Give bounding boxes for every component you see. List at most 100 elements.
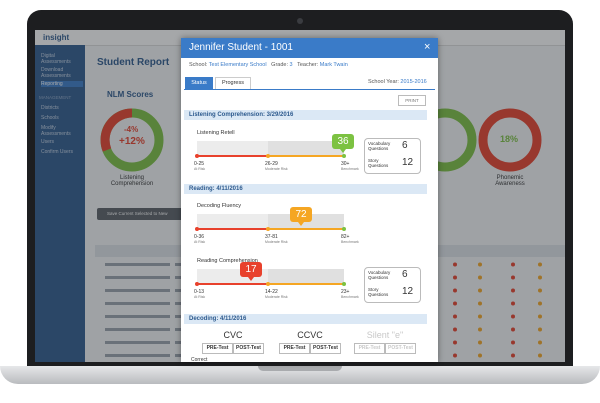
status-dot	[478, 288, 482, 293]
scale-label: At Risk	[194, 240, 206, 244]
column-title: CVC	[223, 330, 243, 340]
scale-line	[197, 228, 268, 230]
button-label: Save Current Selected to New	[107, 211, 168, 216]
button[interactable]	[97, 208, 187, 220]
side-label: Story Questions	[368, 287, 389, 297]
scale-label: Moderate Risk	[265, 167, 288, 171]
nav-item[interactable]: Districts	[41, 105, 59, 111]
scale-line	[197, 283, 268, 285]
scale-line	[268, 155, 344, 157]
status-dot	[478, 327, 482, 332]
measure-name: Reading Comprehension	[197, 258, 258, 264]
status-dot	[511, 340, 515, 345]
laptop-base	[0, 366, 600, 384]
nav-item[interactable]: Confirm Users	[41, 149, 73, 155]
status-dot	[538, 340, 542, 345]
status-dot	[478, 314, 482, 319]
print-button[interactable]: PRINT	[398, 95, 426, 106]
status-dot	[511, 353, 515, 358]
scale-dot	[266, 154, 270, 158]
subcolumn: POST-Test	[310, 343, 341, 354]
status-dot	[538, 288, 542, 293]
row-text	[105, 341, 135, 344]
label: School:	[189, 62, 208, 68]
measure-name: Listening Retell	[197, 130, 235, 136]
measure-name: Decoding Fluency	[197, 203, 242, 209]
scale-range: 23+	[341, 289, 350, 295]
logo: insight	[43, 33, 70, 42]
row-text	[135, 315, 170, 318]
status-dot	[453, 340, 457, 345]
score-bubble: 72	[290, 207, 312, 222]
gauge-label: Listening Comprehension	[110, 175, 154, 187]
subcolumn: POST-Test	[233, 343, 264, 354]
score-pointer	[298, 222, 304, 226]
row-text	[105, 263, 135, 266]
status-dot	[511, 275, 515, 280]
row-text	[105, 354, 135, 357]
subcolumn: PRE-Test	[354, 343, 385, 354]
scale-line	[197, 155, 268, 157]
side-value: 12	[402, 286, 414, 297]
nav-item[interactable]: Digital Assessments	[41, 53, 71, 65]
teacher: Mark Twain	[319, 62, 348, 68]
modal-header	[181, 38, 438, 58]
score-pointer	[248, 277, 254, 281]
row-text	[135, 276, 170, 279]
subcolumn: PRE-Test	[202, 343, 233, 354]
grade: 3	[289, 62, 293, 68]
scale-label: Moderate Risk	[265, 295, 288, 299]
tab[interactable]: Status	[185, 77, 213, 89]
scale-dot	[266, 282, 270, 286]
scale-range: 14-22	[265, 289, 278, 295]
section-title: NLM Scores	[107, 90, 154, 99]
row-text	[105, 276, 135, 279]
status-dot	[538, 301, 542, 306]
subcolumn: POST-Test	[385, 343, 416, 354]
nav-item[interactable]: Reporting	[41, 81, 83, 87]
row-text	[105, 302, 135, 305]
scale-line	[268, 228, 344, 230]
row-text	[135, 302, 170, 305]
status-dot	[453, 314, 457, 319]
scale-label: At Risk	[194, 167, 206, 171]
status-dot	[511, 314, 515, 319]
gauge-label: Phonemic Awareness	[495, 175, 525, 187]
scale-dot	[342, 282, 346, 286]
gauge-value: -4%	[124, 125, 139, 134]
status-dot	[478, 301, 482, 306]
status-dot	[453, 327, 457, 332]
scale-range: 0-36	[194, 234, 205, 240]
gauge-value: +12%	[119, 136, 145, 147]
tab[interactable]: Progress	[215, 77, 251, 89]
scale-range: 30+	[341, 161, 350, 167]
status-dot	[511, 301, 515, 306]
nav-item[interactable]: Schools	[41, 115, 59, 121]
side-label: Vocabulary Questions	[368, 270, 391, 280]
scale-dot	[342, 227, 346, 231]
nav-item[interactable]: Modify Assessments	[41, 125, 71, 137]
year[interactable]: 2015-2016	[400, 79, 427, 85]
status-dot	[538, 353, 542, 358]
row-text	[105, 328, 135, 331]
side-label: Vocabulary Questions	[368, 141, 391, 151]
nav-item[interactable]: Download Assessments	[41, 67, 71, 79]
scale-dot	[195, 227, 199, 231]
close-button[interactable]: ×	[424, 41, 431, 53]
nav-item[interactable]: Users	[41, 139, 55, 145]
scale-dot	[195, 154, 199, 158]
gauge-value: 18%	[500, 134, 519, 144]
scale-dot	[195, 282, 199, 286]
scale-label: Benchmark	[341, 295, 359, 299]
row-text	[135, 341, 170, 344]
camera	[297, 18, 303, 24]
side-value: 6	[402, 140, 408, 151]
status-dot	[511, 262, 515, 267]
scale-dot	[342, 154, 346, 158]
status-dot	[538, 275, 542, 280]
status-dot	[538, 314, 542, 319]
status-dot	[453, 275, 457, 280]
label: School Year:	[368, 79, 399, 85]
row-text	[135, 354, 170, 357]
